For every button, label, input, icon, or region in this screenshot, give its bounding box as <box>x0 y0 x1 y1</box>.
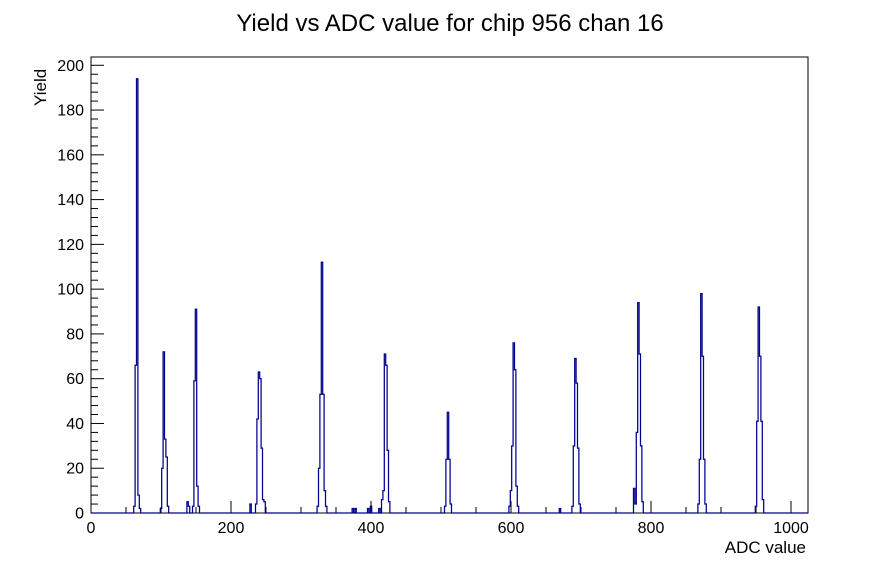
x-tick-label: 800 <box>638 520 665 537</box>
x-axis-label: ADC value <box>725 538 806 557</box>
y-tick-label: 40 <box>66 416 84 433</box>
y-tick-label: 200 <box>57 58 84 75</box>
plot-frame <box>90 56 809 514</box>
x-tick-label: 400 <box>358 520 385 537</box>
y-tick-label: 100 <box>57 282 84 299</box>
y-axis-ticks <box>91 64 104 514</box>
x-tick-label: 1000 <box>773 520 809 537</box>
y-tick-label: 180 <box>57 103 84 120</box>
y-tick-label: 140 <box>57 192 84 209</box>
x-axis-ticks <box>90 501 792 513</box>
x-tick-label: 200 <box>218 520 245 537</box>
chart-title: Yield vs ADC value for chip 956 chan 16 <box>236 10 663 37</box>
histogram-line <box>91 78 808 514</box>
y-tick-label: 160 <box>57 147 84 164</box>
y-tick-label: 20 <box>66 461 84 478</box>
y-axis-tick-labels: 0 20 40 60 80 100 120 140 160 180 200 <box>57 58 84 523</box>
x-tick-label: 600 <box>498 520 525 537</box>
y-axis-label: Yield <box>31 69 50 106</box>
x-axis-tick-labels: 0 200 400 600 800 1000 <box>87 520 809 537</box>
y-tick-label: 120 <box>57 237 84 254</box>
y-tick-label: 80 <box>66 326 84 343</box>
x-tick-label: 0 <box>87 520 96 537</box>
y-tick-label: 0 <box>75 506 84 523</box>
y-tick-label: 60 <box>66 371 84 388</box>
